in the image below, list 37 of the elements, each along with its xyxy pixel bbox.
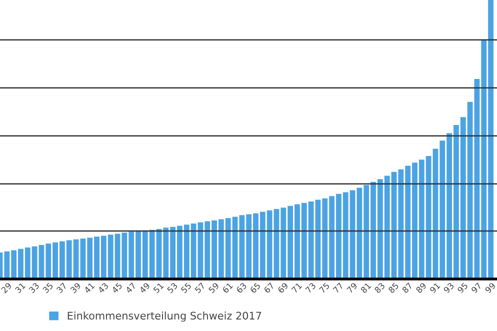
x-tick-label: 59 <box>208 282 220 294</box>
x-tick-label: 39 <box>70 282 82 294</box>
x-tick-label: 65 <box>250 282 261 294</box>
x-tick-label: 89 <box>416 282 427 294</box>
x-tick-label: 79 <box>346 282 358 294</box>
x-tick-label: 97 <box>470 282 482 294</box>
x-tick-label: 93 <box>443 282 454 294</box>
x-tick-label: 45 <box>111 282 122 294</box>
legend-label: Einkommensverteilung Schweiz 2017 <box>68 312 262 322</box>
x-tick-label: 43 <box>97 282 109 294</box>
x-tick-label: 41 <box>84 282 95 294</box>
x-tick-label: 53 <box>166 282 178 294</box>
x-tick-label: 63 <box>236 282 247 294</box>
x-tick-label: 91 <box>429 282 440 294</box>
x-tick-label: 57 <box>194 282 206 294</box>
x-tick-label: 81 <box>360 282 372 294</box>
x-tick-label: 29 <box>0 282 12 294</box>
x-tick-label: 55 <box>180 282 192 294</box>
x-tick-label: 31 <box>14 282 26 294</box>
x-tick-label: 77 <box>332 282 344 294</box>
x-tick-label: 37 <box>56 282 68 294</box>
x-tick-label: 69 <box>277 282 288 294</box>
x-tick-label: 71 <box>291 282 302 294</box>
x-tick-label: 47 <box>125 282 136 294</box>
x-tick-label: 75 <box>318 282 330 294</box>
x-tick-label: 51 <box>153 282 164 294</box>
x-tick-label: 95 <box>457 282 468 294</box>
x-tick-label: 99 <box>484 282 496 294</box>
x-tick-label: 33 <box>28 282 40 294</box>
x-tick-label: 61 <box>222 282 234 294</box>
x-tick-label: 85 <box>388 282 399 294</box>
x-tick-label: 49 <box>138 282 150 294</box>
x-tick-label: 87 <box>402 282 413 294</box>
x-tick-label: 73 <box>305 282 316 294</box>
x-tick-label: 35 <box>42 282 54 294</box>
x-tick-label: 83 <box>374 282 386 294</box>
x-tick-label: 67 <box>264 282 275 294</box>
